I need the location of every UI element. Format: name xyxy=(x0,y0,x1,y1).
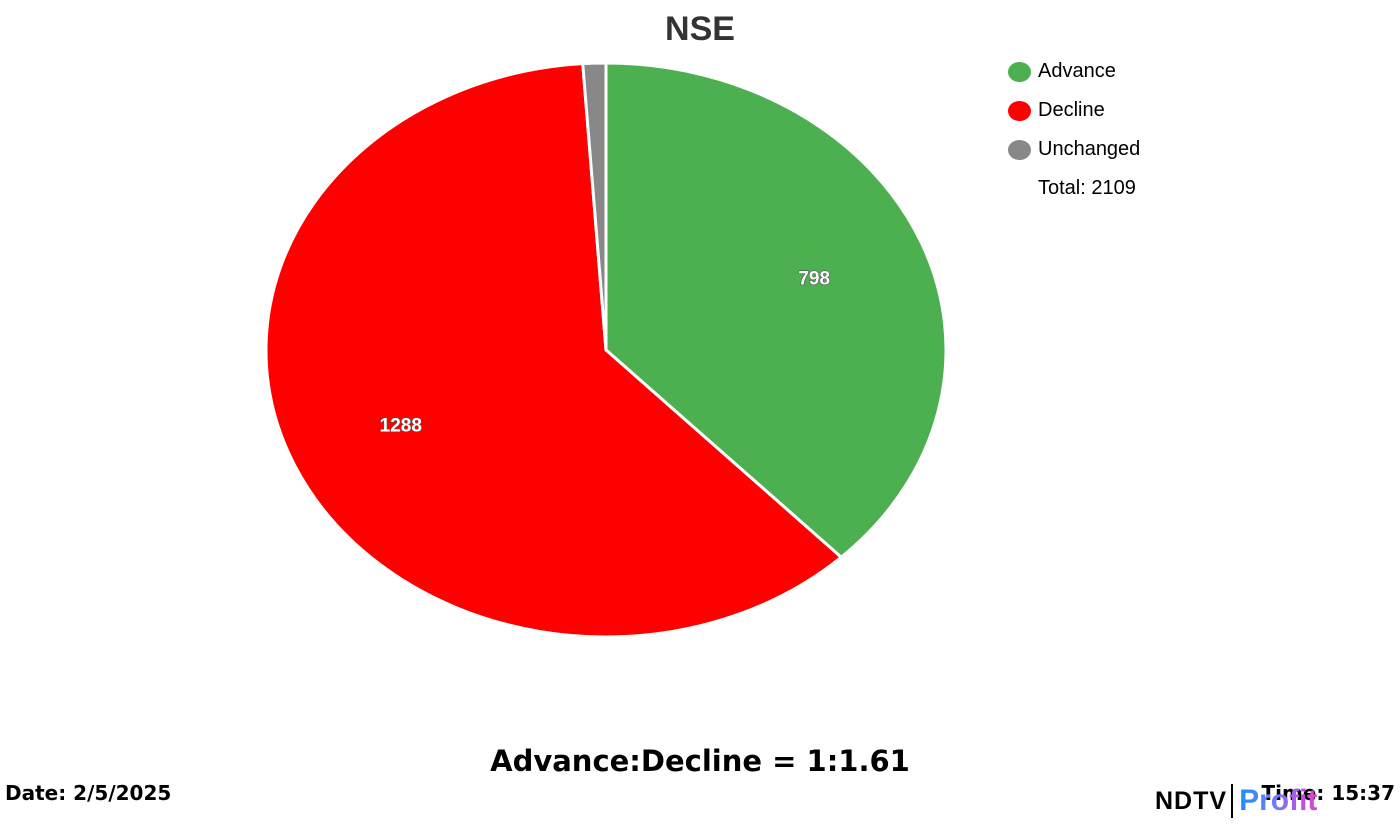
logo-divider xyxy=(1231,784,1234,818)
legend-label-advance: Advance xyxy=(1038,60,1116,82)
date-label: Date: 2/5/2025 xyxy=(5,781,172,805)
legend-swatch-unchanged xyxy=(1008,139,1031,160)
legend: Advance Decline Unchanged Total: 2109 xyxy=(1008,52,1140,208)
time-label: Time: 15:37 xyxy=(1261,781,1395,805)
logo-ndtv-text: NDTV xyxy=(1155,786,1228,815)
legend-item-advance[interactable]: Advance xyxy=(1008,52,1140,91)
pie-slice-advance[interactable] xyxy=(604,61,948,559)
logo-profit-text: Profit xyxy=(1239,784,1318,817)
pie-slice-unchanged[interactable] xyxy=(581,61,608,352)
data-label-advance: 798 xyxy=(798,268,830,289)
data-label-decline: 1288 xyxy=(380,416,422,437)
legend-swatch-decline xyxy=(1008,100,1031,121)
advance-decline-ratio: Advance:Decline = 1:1.61 xyxy=(490,744,910,778)
legend-swatch-advance xyxy=(1008,61,1031,82)
pie-slice-decline[interactable] xyxy=(264,62,843,639)
legend-total: Total: 2109 xyxy=(1038,177,1136,199)
legend-item-decline[interactable]: Decline xyxy=(1008,91,1140,130)
legend-label-unchanged: Unchanged xyxy=(1038,138,1141,160)
chart-title: NSE xyxy=(665,10,735,48)
legend-label-decline: Decline xyxy=(1038,99,1105,121)
ndtv-profit-logo: NDTV Profit xyxy=(1155,781,1317,821)
legend-item-unchanged[interactable]: Unchanged xyxy=(1008,130,1140,169)
